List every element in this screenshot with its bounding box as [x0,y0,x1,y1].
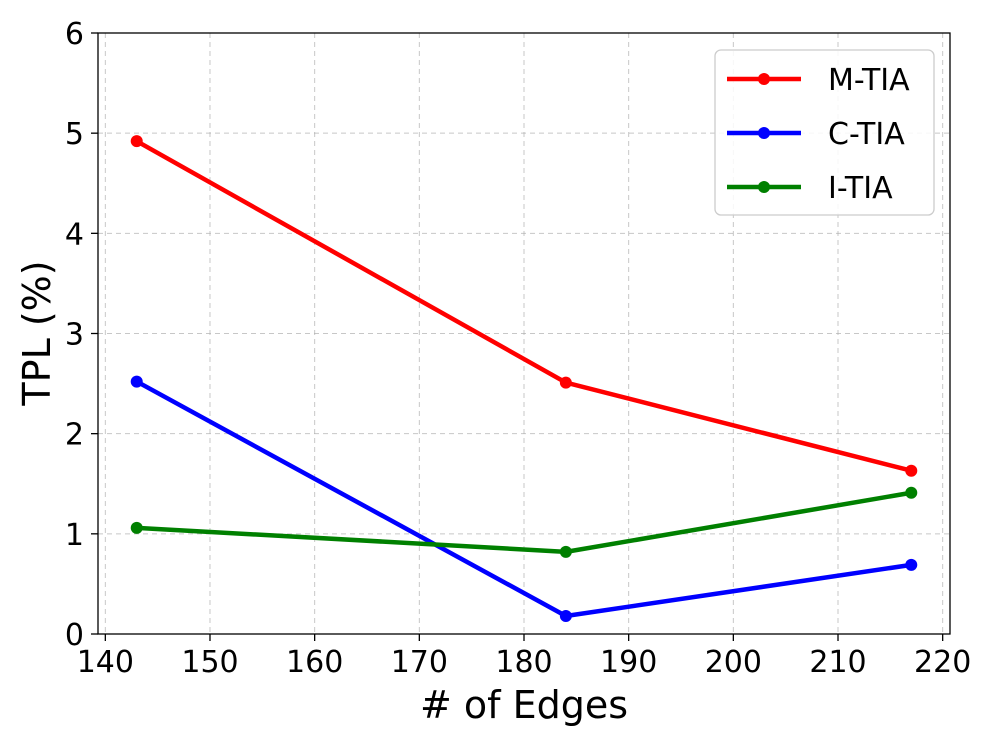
y-tick-label: 3 [65,318,84,353]
legend: M-TIA C-TIA I-TIA [714,49,935,216]
legend-frame [714,49,935,216]
y-tick-label: 1 [65,518,84,553]
y-tick-label: 6 [65,17,84,52]
legend-label-i-tia: I-TIA [828,171,893,206]
x-tick-label: 170 [391,645,448,680]
x-tick-label: 160 [286,645,343,680]
y-tick-label: 0 [65,618,84,653]
data-point-m-tia [905,464,918,477]
x-axis-title: # of Edges [420,683,628,727]
x-tick-label: 220 [914,645,971,680]
data-point-c-tia [559,609,572,622]
data-point-i-tia [905,486,918,499]
data-point-c-tia [130,375,143,388]
y-axis-title: TPL (%) [15,260,59,406]
x-tick-label: 150 [181,645,238,680]
legend-marker-c-tia [758,127,770,139]
y-tick-label: 2 [65,418,84,453]
x-tick-label: 180 [495,645,552,680]
axis-ticks: 140 150 160 170 180 190 200 210 220 0 1 2 3 4 5 6 [65,17,971,680]
y-tick-label: 4 [65,217,84,252]
legend-marker-m-tia [758,73,770,85]
data-point-m-tia [559,376,572,389]
data-point-i-tia [130,521,143,534]
series-lines [130,135,918,622]
legend-marker-i-tia [758,181,770,193]
data-point-m-tia [130,135,143,148]
data-point-i-tia [559,545,572,558]
x-tick-label: 200 [705,645,762,680]
legend-label-m-tia: M-TIA [828,63,910,98]
legend-label-c-tia: C-TIA [828,117,905,152]
x-tick-label: 210 [809,645,866,680]
data-point-c-tia [905,558,918,571]
y-tick-label: 5 [65,117,84,152]
x-tick-label: 140 [77,645,134,680]
x-tick-label: 190 [600,645,657,680]
